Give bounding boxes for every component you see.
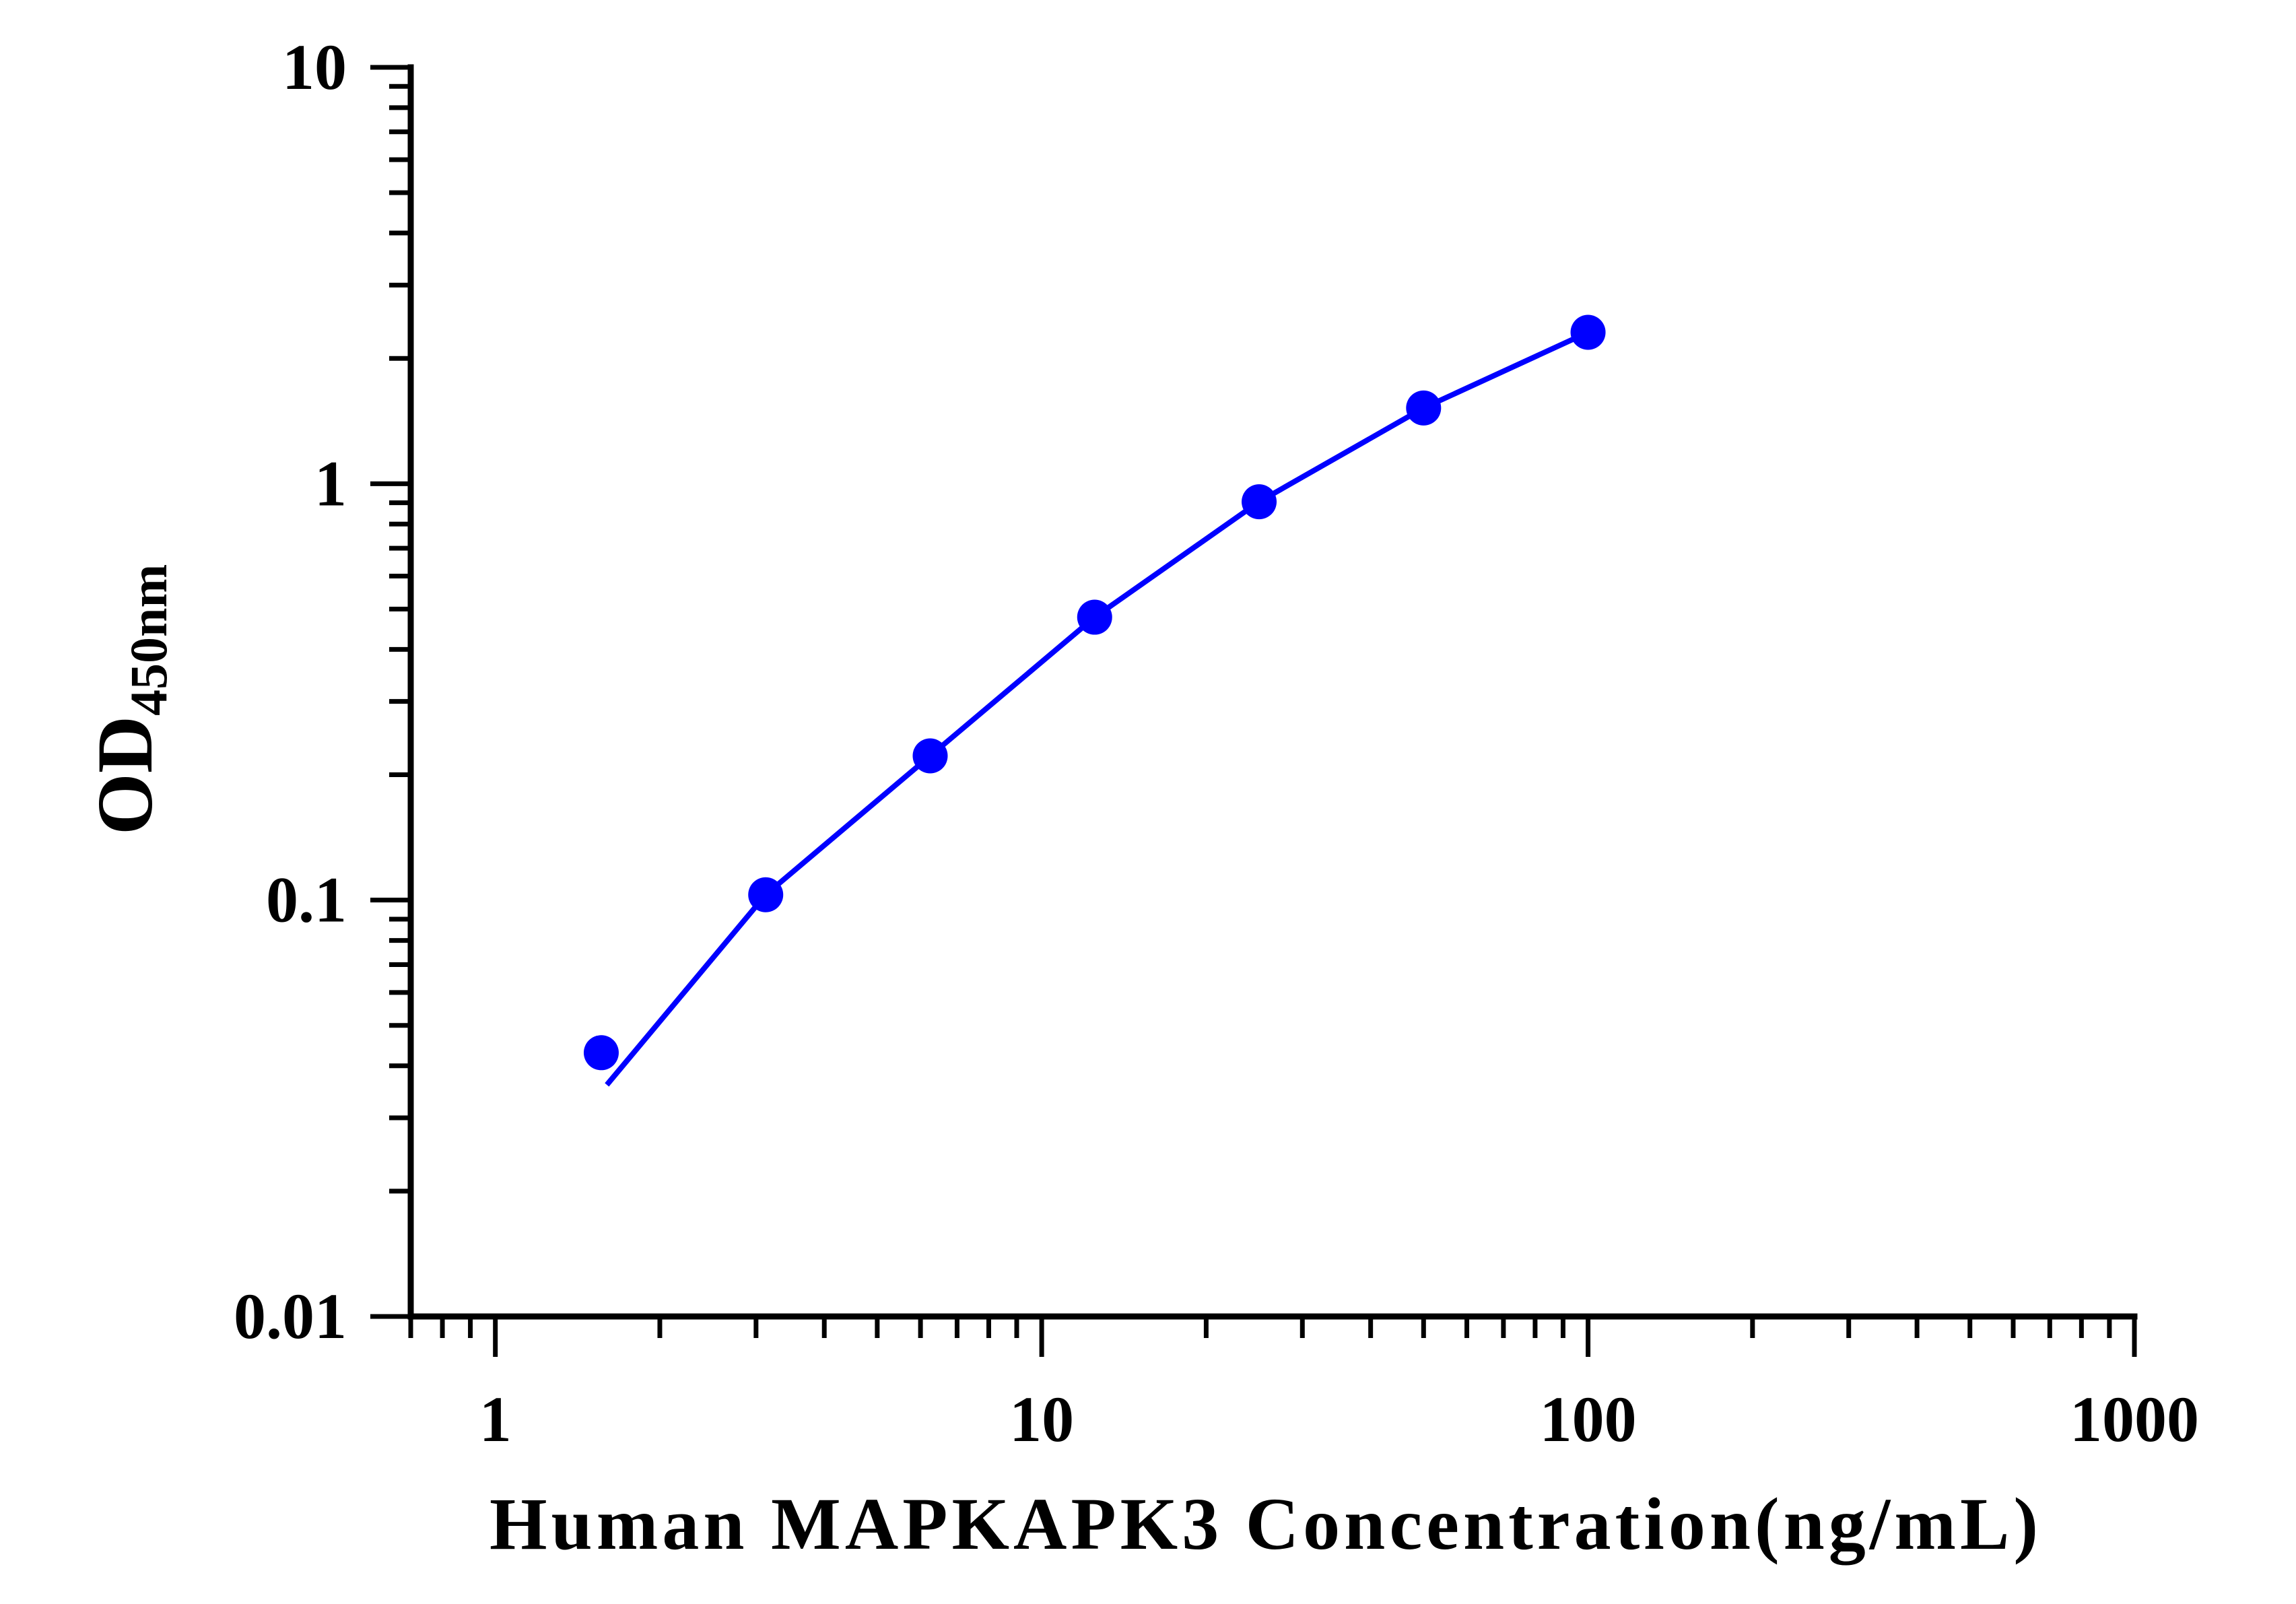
data-point	[748, 877, 784, 912]
data-points-group	[583, 314, 1606, 1071]
tick-labels-group: 0.01 0.1 1 10 1 10 100 1000	[234, 31, 2199, 1455]
data-point	[912, 738, 948, 774]
y-tick-label: 0.01	[234, 1280, 347, 1352]
axes-group	[407, 64, 2138, 1320]
x-tick-label: 1000	[2070, 1383, 2199, 1455]
y-tick-label: 0.1	[266, 864, 347, 936]
x-axis-title: Human MAPKAPK3 Concentration(ng/mL)	[489, 1483, 2042, 1565]
y-axis-title: OD450nm	[81, 564, 178, 835]
data-point	[1242, 484, 1277, 520]
data-point	[583, 1035, 619, 1071]
x-tick-label: 10	[1009, 1383, 1074, 1455]
data-point	[1570, 314, 1606, 350]
data-point	[1077, 599, 1112, 635]
fit-curve-line	[605, 329, 1590, 1087]
ticks-group	[370, 65, 2137, 1357]
y-tick-label: 1	[314, 447, 347, 519]
x-tick-label: 1	[479, 1383, 512, 1455]
fit-curve-group	[605, 329, 1590, 1087]
data-point	[1406, 390, 1442, 426]
y-tick-label: 10	[282, 31, 347, 103]
x-tick-label: 100	[1540, 1383, 1637, 1455]
y-axis-title-main: OD	[81, 716, 169, 835]
y-axis-title-subscript: 450nm	[119, 564, 178, 716]
